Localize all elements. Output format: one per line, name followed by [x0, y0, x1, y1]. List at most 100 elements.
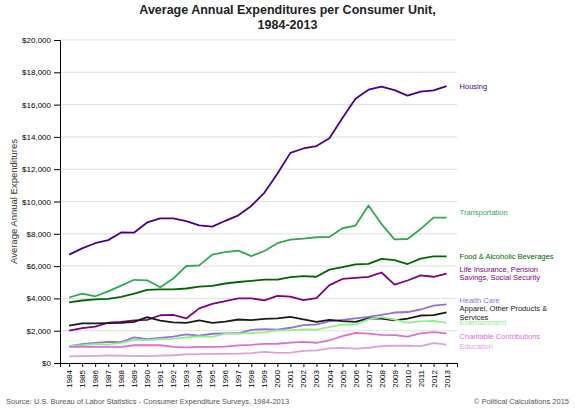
x-tick-label: 1995: [208, 369, 217, 387]
x-tick: 2010: [404, 363, 413, 388]
x-tick: 2004: [325, 363, 334, 388]
y-grid: [60, 40, 457, 363]
x-tick-mark: [251, 363, 252, 367]
x-tick: 1988: [117, 363, 126, 388]
y-tick: $18,000: [22, 68, 60, 77]
y-axis-line: [54, 41, 61, 364]
x-tick-label: 1993: [182, 369, 191, 387]
x-tick-mark: [355, 363, 356, 367]
y-tick-mark: [54, 331, 60, 332]
x-tick-label: 2012: [430, 369, 439, 387]
y-tick-mark: [54, 298, 60, 299]
plot: $0$2,000$4,000$6,000$8,000$10,000$12,000…: [22, 36, 554, 388]
y-tick-mark: [54, 40, 60, 41]
source-note: Source: U.S. Bureau of Labor Statistics …: [6, 397, 289, 406]
x-tick: 1996: [221, 363, 230, 388]
x-tick-mark: [82, 363, 83, 367]
x-tick-mark: [69, 363, 70, 367]
x-tick-label: 2011: [417, 369, 426, 387]
x-tick-label: 2008: [378, 369, 387, 387]
y-tick: $20,000: [22, 36, 60, 45]
x-tick-label: 2005: [339, 369, 348, 387]
y-tick-mark: [54, 105, 60, 106]
y-tick-label: $10,000: [22, 198, 51, 207]
annotation: Life Insurance, PensionSavings, Social S…: [460, 265, 541, 283]
x-tick: 1991: [156, 363, 165, 388]
annotations: Housing Transportation Food & Alcoholic Be…: [460, 82, 554, 352]
x-tick-mark: [186, 363, 187, 367]
x-tick-label: 2006: [352, 369, 361, 387]
x-tick-label: 2004: [325, 369, 334, 387]
y-tick-label: $4,000: [27, 294, 52, 303]
x-axis-line: [61, 364, 458, 368]
x-tick-label: 1998: [247, 369, 256, 387]
x-tick: 2011: [417, 363, 426, 387]
series-line: [69, 205, 446, 297]
x-tick-mark: [290, 363, 291, 367]
x-tick-mark: [147, 363, 148, 367]
x-tick-mark: [277, 363, 278, 367]
grid-line: [60, 201, 457, 202]
x-tick: 1990: [143, 363, 152, 388]
x-tick-label: 1990: [143, 369, 152, 387]
x-tick: 2000: [273, 363, 282, 388]
x-tick: 2001: [286, 363, 295, 388]
x-tick-label: 1989: [130, 369, 139, 387]
x-tick-mark: [134, 363, 135, 367]
x-tick-label: 2003: [312, 369, 321, 387]
annotation: Transportation: [460, 208, 508, 217]
x-tick-mark: [316, 363, 317, 367]
y-tick: $0: [42, 359, 60, 368]
x-tick: 2012: [430, 363, 439, 388]
x-tick-mark: [434, 363, 435, 367]
x-tick-mark: [342, 363, 343, 367]
x-tick-mark: [160, 363, 161, 367]
x-tick-mark: [447, 363, 448, 367]
x-tick-mark: [303, 363, 304, 367]
y-tick-label: $2,000: [27, 327, 52, 336]
annotation: Housing: [460, 82, 488, 91]
y-tick-label: $14,000: [22, 133, 51, 142]
x-axis: 1984198519861987198819891990199119921993…: [61, 363, 458, 388]
x-tick: 1999: [260, 363, 269, 388]
annotation: Health Care: [460, 296, 500, 305]
x-tick-mark: [382, 363, 383, 367]
x-tick: 2006: [352, 363, 361, 388]
y-tick-mark: [54, 234, 60, 235]
y-tick-mark: [54, 363, 60, 364]
x-tick-label: 2013: [443, 369, 452, 387]
x-tick: 1985: [78, 363, 87, 388]
source-note: © Political Calculations 2015: [474, 397, 569, 406]
x-tick: 2005: [339, 363, 348, 388]
x-tick-mark: [212, 363, 213, 367]
x-tick: 1984: [65, 363, 74, 388]
x-tick: 2013: [443, 363, 452, 388]
x-tick-mark: [368, 363, 369, 367]
x-tick-label: 1991: [156, 369, 165, 387]
x-tick-mark: [173, 363, 174, 367]
y-tick-mark: [54, 169, 60, 170]
annotation: Entertainment: [460, 318, 508, 327]
x-tick-label: 1985: [78, 369, 87, 387]
x-tick-label: 2002: [299, 369, 308, 387]
x-tick-label: 1999: [260, 369, 269, 387]
x-tick-mark: [408, 363, 409, 367]
x-tick: 2009: [391, 363, 400, 388]
x-tick-label: 2000: [273, 369, 282, 387]
x-tick-label: 1994: [195, 369, 204, 387]
y-tick-mark: [54, 266, 60, 267]
y-tick-label: $16,000: [22, 101, 51, 110]
x-tick: 1989: [130, 363, 139, 388]
x-tick: 1986: [91, 363, 100, 388]
series-line: [69, 343, 446, 356]
grid-line: [60, 136, 457, 137]
x-tick-label: 2001: [286, 369, 295, 387]
series-line: [69, 86, 446, 255]
x-tick-mark: [264, 363, 265, 367]
y-tick: $8,000: [27, 230, 60, 239]
annotation: Food & Alcoholic Beverages: [460, 252, 554, 261]
y-tick-label: $20,000: [22, 36, 51, 45]
y-tick-label: $8,000: [27, 230, 52, 239]
y-tick: $14,000: [22, 133, 60, 142]
grid-line: [60, 72, 457, 73]
